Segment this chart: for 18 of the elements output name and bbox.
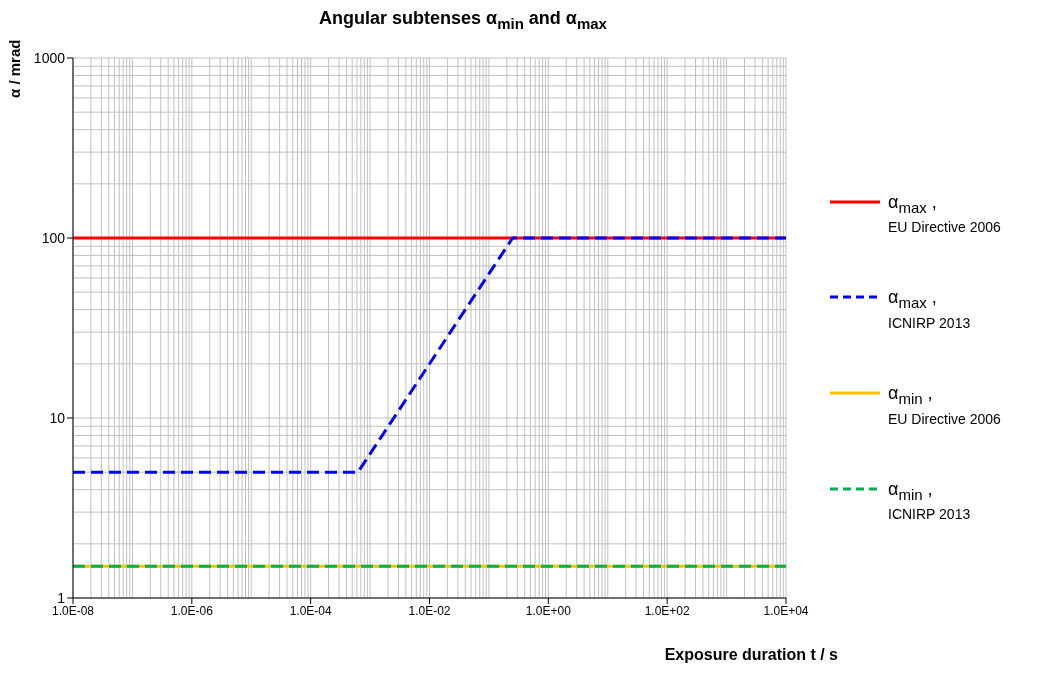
- x-tick-label: 1.0E+02: [644, 603, 691, 618]
- y-tick-label: 100: [41, 229, 66, 246]
- y-tick-label: 1: [57, 589, 66, 606]
- x-tick-label: 1.0E-06: [170, 603, 214, 618]
- legend-label: α$_{min}$ , EU Directive 2006: [888, 383, 1001, 429]
- x-tick-label: 1.0E-04: [289, 603, 333, 618]
- y-tick-label: 10: [49, 409, 66, 426]
- chart-title: Angular subtenses α$_{min}$ and α$_{max}$: [318, 8, 608, 34]
- x-tick-label: 1.0E+00: [525, 603, 572, 618]
- y-axis-title: α / mrad: [6, 39, 23, 98]
- legend-label: α$_{max}$ , ICNIRP 2013: [888, 287, 971, 333]
- x-tick-label: 1.0E-02: [408, 603, 451, 618]
- legend-label: α$_{min}$ , ICNIRP 2013: [888, 478, 971, 525]
- y-tick-label: 1000: [33, 49, 66, 66]
- x-axis-title: Exposure duration t / s: [663, 646, 838, 664]
- x-tick-label: 1.0E+04: [763, 603, 809, 618]
- legend-label: α$_{max}$ , EU Directive 2006: [888, 191, 1001, 238]
- x-tick-label: 1.0E-08: [51, 603, 95, 618]
